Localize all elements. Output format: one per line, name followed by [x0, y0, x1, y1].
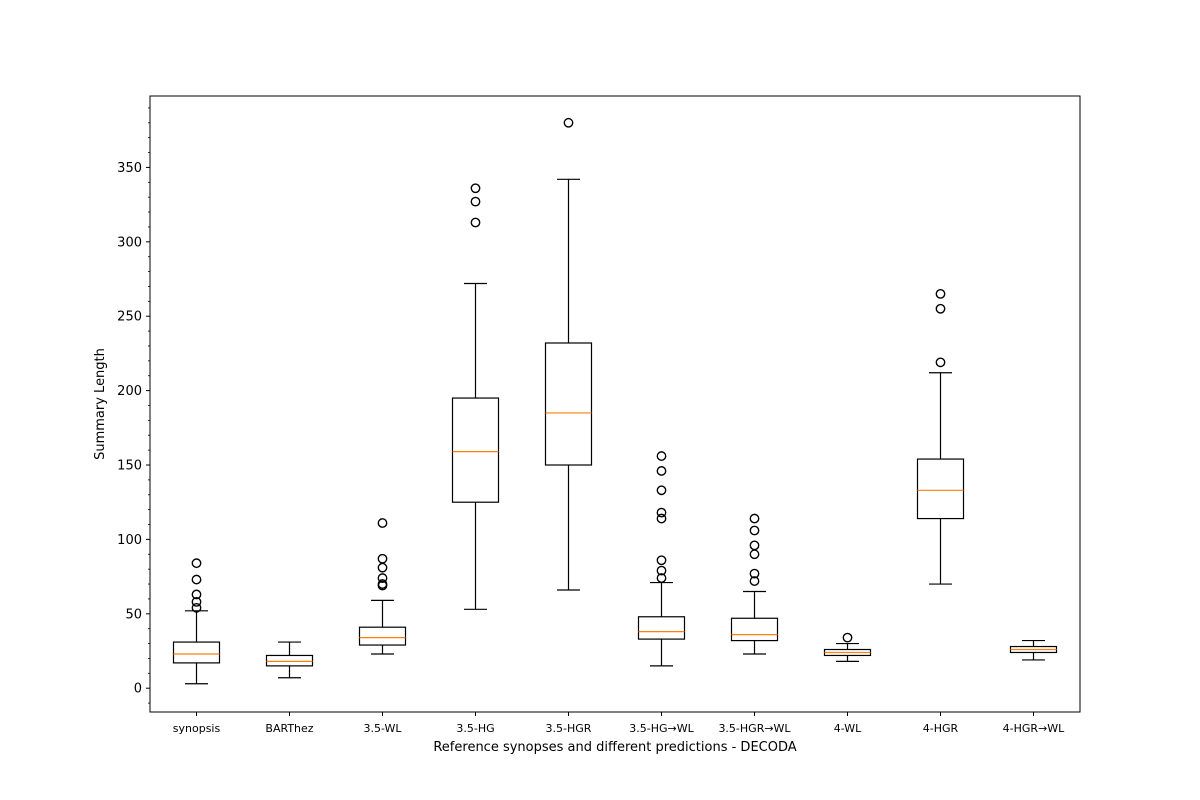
outlier-point — [377, 579, 388, 589]
outlier-point — [377, 573, 388, 583]
y-tick-label-0: 0 — [134, 682, 142, 697]
outlier-point — [656, 451, 667, 461]
x-tick-label-0: synopsis — [173, 722, 221, 735]
x-axis-label: Reference synopses and different predict… — [433, 740, 796, 755]
outlier-point — [656, 507, 667, 518]
axis-ticks: 0 50 100 150 200 250 300 350 synopsis BARThez 3.5-… — [117, 107, 1065, 735]
outlier-point — [749, 549, 760, 560]
outlier-point — [470, 196, 481, 207]
outlier-point — [749, 540, 760, 551]
x-tick-label-5: 3.5-HG→WL — [629, 722, 694, 735]
outlier-point — [656, 573, 667, 583]
outlier-point — [191, 574, 202, 585]
iqr-box — [916, 458, 965, 520]
outlier-point — [377, 562, 388, 573]
iqr-box — [265, 654, 314, 667]
x-tick-label-4: 3.5-HGR — [546, 722, 592, 735]
box-group-5 — [637, 451, 686, 667]
y-tick-label-200: 200 — [117, 384, 142, 399]
y-tick-label-100: 100 — [117, 533, 142, 548]
outlier-point — [470, 183, 481, 194]
x-tick-label-7: 4-WL — [834, 722, 862, 735]
outlier-point — [191, 602, 202, 613]
outlier-point — [470, 217, 481, 228]
outlier-point — [935, 303, 946, 314]
iqr-box — [544, 342, 593, 466]
iqr-box — [451, 397, 500, 503]
x-tick-label-9: 4-HGR→WL — [1003, 722, 1065, 735]
iqr-box — [172, 641, 221, 664]
x-tick-label-8: 4-HGR — [923, 722, 959, 735]
y-tick-label-300: 300 — [117, 235, 142, 250]
y-tick-label-150: 150 — [117, 459, 142, 474]
iqr-box — [637, 616, 686, 640]
outlier-point — [656, 555, 667, 566]
x-tick-label-1: BARThez — [265, 722, 313, 735]
outlier-point — [656, 485, 667, 496]
box-group-8 — [916, 288, 965, 585]
y-tick-label-50: 50 — [125, 607, 142, 622]
outlier-point — [191, 558, 202, 569]
outlier-point — [935, 288, 946, 299]
outlier-point — [377, 553, 388, 564]
iqr-box — [730, 617, 779, 642]
y-tick-label-250: 250 — [117, 310, 142, 325]
outlier-point — [656, 513, 667, 524]
box-group-2 — [358, 518, 407, 655]
x-tick-label-2: 3.5-WL — [363, 722, 402, 735]
outlier-point — [749, 568, 760, 579]
iqr-box — [358, 626, 407, 646]
x-tick-label-6: 3.5-HGR→WL — [718, 722, 791, 735]
box-group-0 — [172, 558, 221, 685]
outlier-point — [656, 565, 667, 576]
y-tick-label-350: 350 — [117, 161, 142, 176]
outlier-point — [191, 596, 202, 607]
outlier-point — [749, 576, 760, 586]
outlier-point — [191, 589, 202, 600]
axes-frame — [149, 95, 1081, 713]
box-group-6 — [730, 513, 779, 655]
x-tick-label-3: 3.5-HG — [456, 722, 494, 735]
box-group-1 — [265, 641, 314, 679]
plot-area — [172, 117, 1058, 685]
box-group-9 — [1009, 639, 1058, 661]
outlier-point — [749, 513, 760, 524]
outlier-point — [656, 466, 667, 476]
outlier-point — [377, 518, 388, 528]
box-group-3 — [451, 183, 500, 610]
outlier-point — [749, 525, 760, 536]
outlier-point — [563, 117, 574, 128]
outlier-point — [935, 357, 946, 368]
box-group-4 — [544, 117, 593, 591]
y-axis-label: Summary Length — [93, 348, 108, 460]
box-group-7 — [823, 632, 872, 663]
outlier-point — [842, 632, 853, 643]
